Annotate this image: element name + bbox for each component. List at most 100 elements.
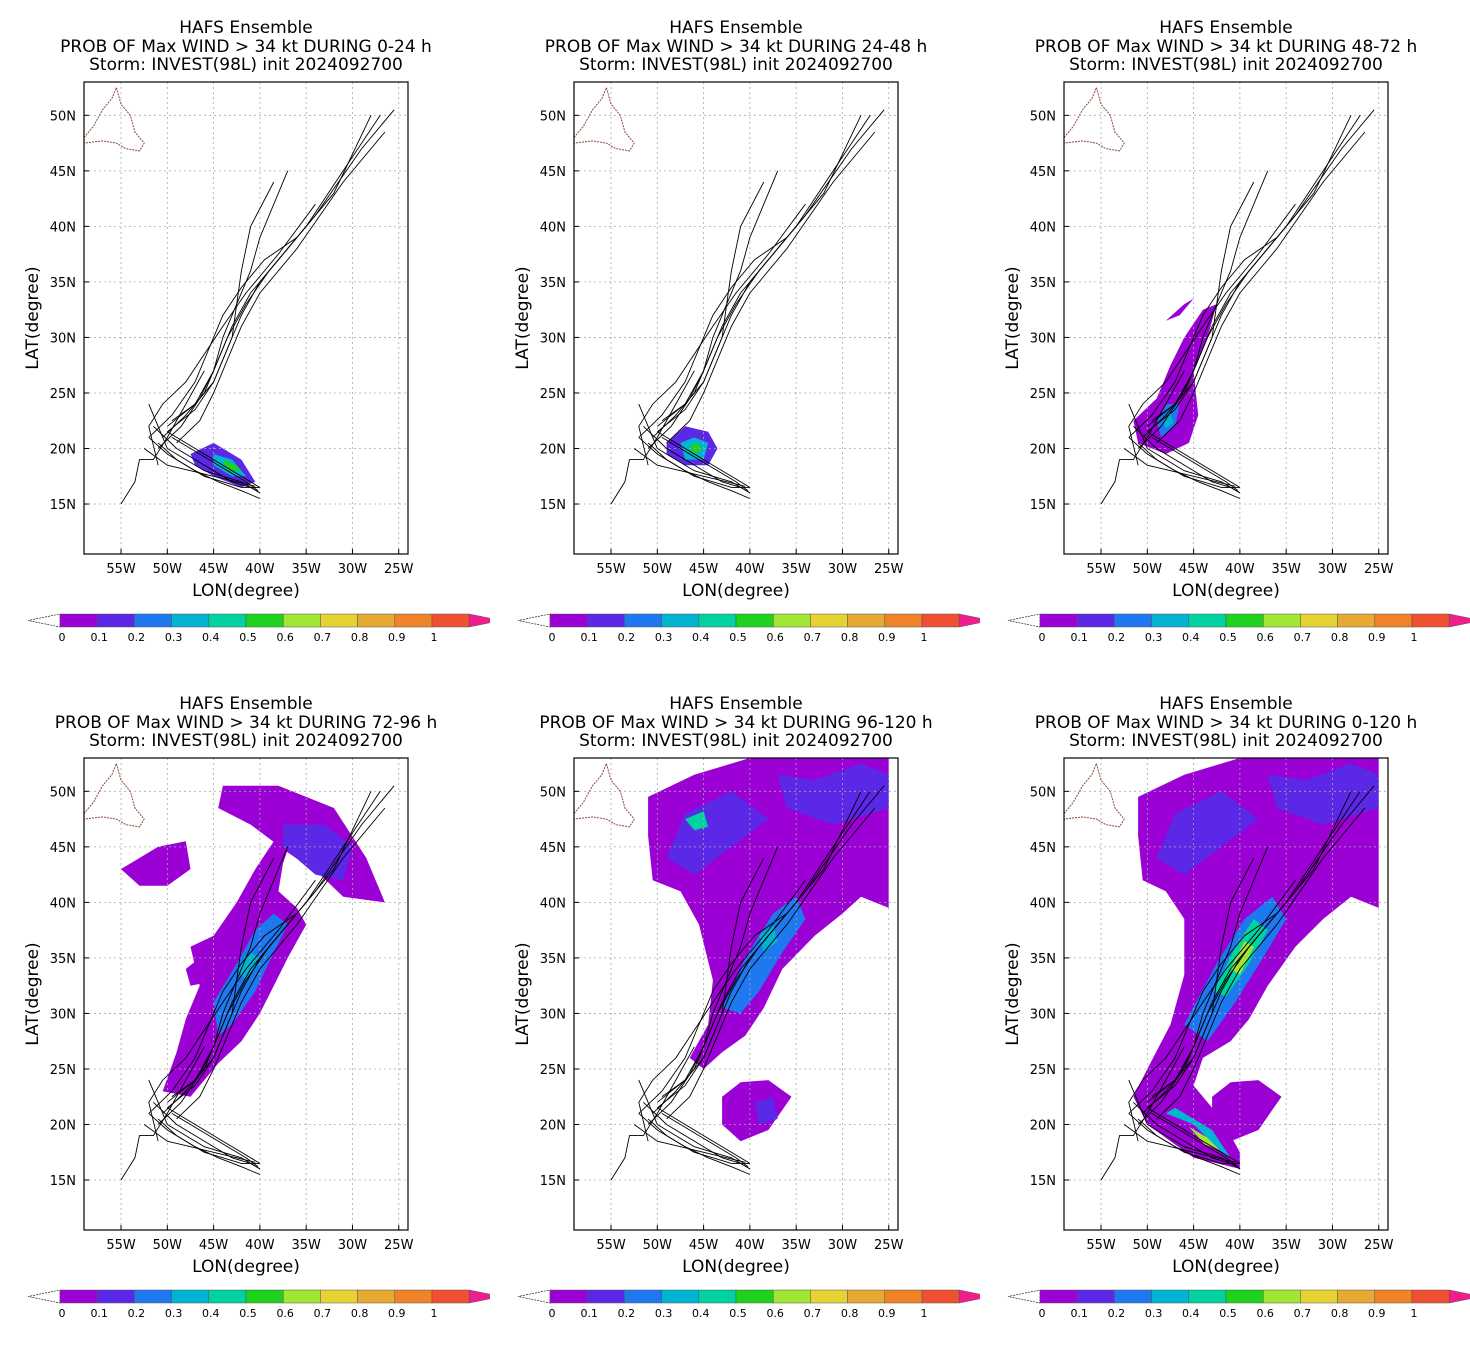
colorbar-swatch-6 xyxy=(282,1289,321,1304)
y-tick-label: 50N xyxy=(540,785,566,800)
x-tick-label: 35W xyxy=(291,562,321,577)
colorbar-label: 0.6 xyxy=(766,1307,784,1320)
ensemble-track-2 xyxy=(167,115,372,433)
colorbar-label: 0.7 xyxy=(804,631,822,644)
ensemble-track-6 xyxy=(148,879,316,1142)
ensemble-track-7 xyxy=(1128,913,1278,1114)
colorbar-label: 0.1 xyxy=(90,631,108,644)
prob-area-1 xyxy=(1165,298,1194,321)
colorbar-swatch-2 xyxy=(624,613,662,628)
y-tick-label: 30N xyxy=(1030,331,1056,346)
x-tick-label: 50W xyxy=(153,562,183,577)
colorbar-swatch-1 xyxy=(1076,613,1115,628)
colorbar-label: 0 xyxy=(549,1307,556,1320)
ensemble-track-8 xyxy=(120,370,205,505)
x-tick-label: 30W xyxy=(828,1238,858,1253)
plot-area xyxy=(1064,758,1388,1230)
ensemble-track-9 xyxy=(148,403,261,494)
ensemble-track-8 xyxy=(1100,1046,1185,1181)
x-tick-label: 40W xyxy=(245,1238,275,1253)
ensemble-track-15 xyxy=(1123,448,1236,487)
colorbar-swatch-3 xyxy=(171,613,210,628)
colorbar-swatch-7 xyxy=(320,613,358,628)
colorbar-label: 0.3 xyxy=(165,631,183,644)
colorbar-label: 0.3 xyxy=(1145,631,1163,644)
ensemble-track-0 xyxy=(167,181,275,427)
ensemble-track-4 xyxy=(666,807,876,1120)
ensemble-track-2 xyxy=(657,115,862,433)
y-tick-label: 15N xyxy=(540,498,566,513)
colorbar-label: 0.2 xyxy=(618,1307,636,1320)
y-axis-label: LAT(degree) xyxy=(1003,942,1023,1045)
x-tick-label: 30W xyxy=(338,1238,368,1253)
colorbar-swatch-4 xyxy=(208,613,247,628)
y-tick-label: 20N xyxy=(1030,442,1056,457)
ensemble-track-4 xyxy=(666,131,876,444)
x-tick-label: 40W xyxy=(735,562,765,577)
x-tick-label: 50W xyxy=(643,562,673,577)
x-tick-label: 30W xyxy=(338,562,368,577)
y-tick-label: 30N xyxy=(50,331,76,346)
x-axis-label: LON(degree) xyxy=(192,581,300,601)
ensemble-track-12 xyxy=(167,431,261,488)
y-tick-label: 30N xyxy=(1030,1007,1056,1022)
y-tick-label: 20N xyxy=(540,1118,566,1133)
ensemble-track-14 xyxy=(171,1113,259,1168)
colorbar-under xyxy=(517,1289,551,1304)
chart-storm-info: Storm: INVEST(98L) init 2024092700 xyxy=(1069,55,1383,75)
y-tick-label: 45N xyxy=(540,841,566,856)
ensemble-track-9 xyxy=(638,1079,751,1170)
plot-area xyxy=(574,82,898,554)
colorbar-label: 0.4 xyxy=(1182,631,1200,644)
colorbar-swatch-8 xyxy=(357,1289,396,1304)
y-tick-label: 15N xyxy=(1030,1174,1056,1189)
ensemble-track-11 xyxy=(638,1113,750,1164)
ensemble-track-7 xyxy=(148,237,298,438)
ensemble-track-7 xyxy=(638,913,788,1114)
ensemble-track-15 xyxy=(1123,1124,1236,1163)
ensemble-track-5 xyxy=(647,115,871,449)
colorbar-swatch-10 xyxy=(921,613,960,628)
colorbar-swatch-9 xyxy=(884,1289,923,1304)
y-tick-label: 25N xyxy=(50,1063,76,1078)
x-tick-label: 25W xyxy=(384,562,414,577)
colorbar-swatch-1 xyxy=(96,1289,135,1304)
colorbar-label: 0.6 xyxy=(1256,1307,1274,1320)
colorbar-label: 0.4 xyxy=(202,1307,220,1320)
ensemble-track-1 xyxy=(171,846,289,1098)
y-tick-label: 45N xyxy=(50,841,76,856)
colorbar-swatch-0 xyxy=(59,613,98,628)
colorbar-swatch-3 xyxy=(1151,613,1190,628)
colorbar-label: 0.9 xyxy=(388,631,406,644)
x-tick-label: 55W xyxy=(596,562,626,577)
colorbar-label: 0.3 xyxy=(655,1307,673,1320)
colorbar-label: 0.6 xyxy=(766,631,784,644)
x-tick-label: 40W xyxy=(1225,562,1255,577)
colorbar-swatch-9 xyxy=(1374,1289,1413,1304)
colorbar-label: 0.5 xyxy=(239,1307,257,1320)
plot-area xyxy=(84,82,408,554)
colorbar-under xyxy=(517,613,551,628)
colorbar-label: 0.8 xyxy=(1331,631,1349,644)
colorbar-swatch-0 xyxy=(59,1289,98,1304)
chart-storm-info: Storm: INVEST(98L) init 2024092700 xyxy=(579,55,893,75)
colorbar-label: 0 xyxy=(59,1307,66,1320)
colorbar-swatch-7 xyxy=(810,613,848,628)
prob-area-7 xyxy=(759,924,778,953)
colorbar-label: 0.5 xyxy=(1219,1307,1237,1320)
ensemble-track-4 xyxy=(1156,807,1366,1120)
x-tick-label: 25W xyxy=(874,1238,904,1253)
ensemble-track-3 xyxy=(1142,785,1375,1114)
colorbar-swatch-5 xyxy=(1225,613,1264,628)
colorbar-swatch-5 xyxy=(245,1289,284,1304)
y-tick-label: 35N xyxy=(1030,952,1056,967)
x-tick-label: 40W xyxy=(735,1238,765,1253)
ensemble-track-13 xyxy=(647,1118,751,1175)
ensemble-track-15 xyxy=(143,1124,256,1163)
ensemble-track-7 xyxy=(1128,237,1278,438)
plot-frame xyxy=(83,757,409,1231)
ensemble-track-13 xyxy=(157,442,261,499)
plot-area xyxy=(84,758,408,1230)
colorbar-label: 0.1 xyxy=(90,1307,108,1320)
